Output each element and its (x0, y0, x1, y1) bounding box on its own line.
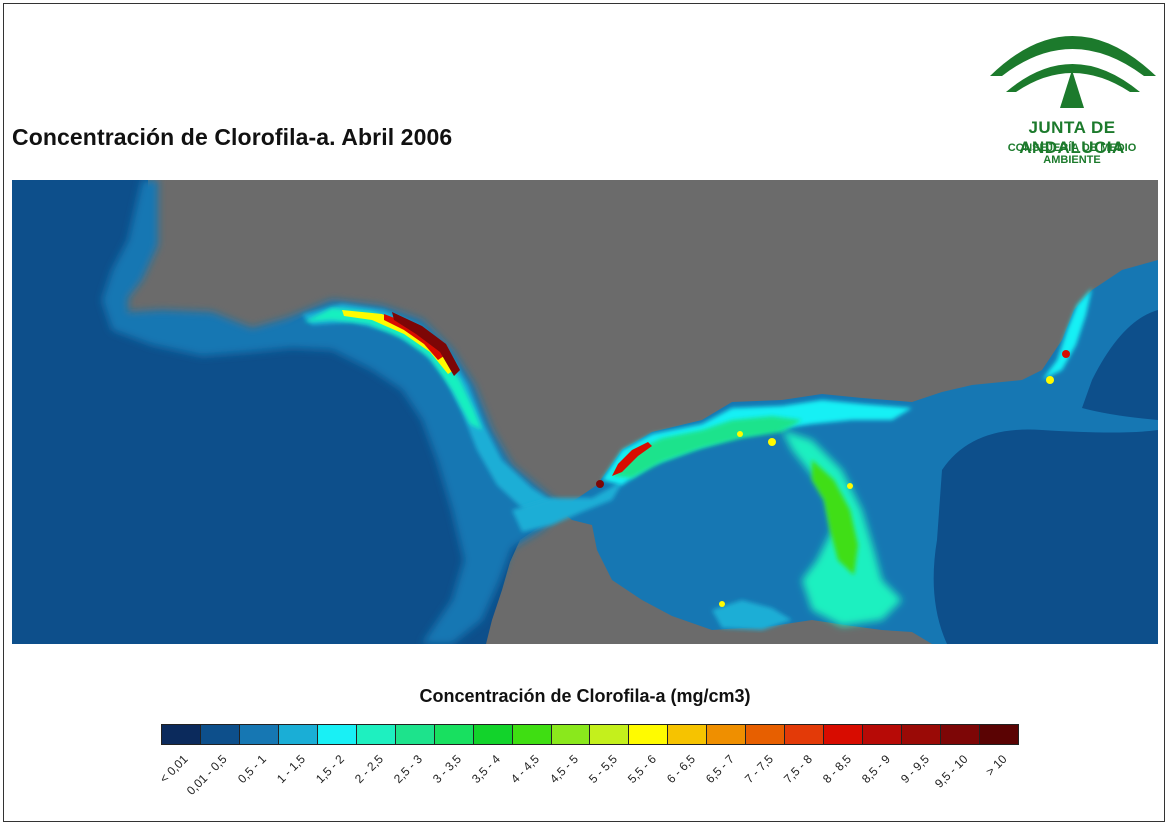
legend-swatch (824, 725, 864, 744)
eastern-basin (933, 429, 1158, 644)
legend-label: 1 - 1,5 (273, 752, 308, 786)
alboran-hotspot (596, 480, 604, 488)
malaga-front (612, 416, 802, 478)
logo-emblem (990, 36, 1156, 108)
legend-swatch (668, 725, 708, 744)
north-east-basin (1082, 310, 1158, 420)
atlantic-shelf-inner (302, 304, 560, 518)
alboran-hotspot (719, 601, 725, 607)
legend-label: 0,5 - 1 (234, 752, 269, 786)
legend-label: 1,5 - 2 (312, 752, 347, 786)
south-alboran-patch (712, 600, 792, 630)
legend-label: 7,5 - 8 (780, 752, 815, 786)
alboran-hotspot (847, 483, 853, 489)
legend-swatch (162, 725, 201, 744)
cadiz-bloom-red (384, 314, 444, 360)
legend-swatch (278, 725, 318, 744)
legend-swatch (902, 725, 942, 744)
east-coast-hotspot (1046, 376, 1054, 384)
chlorophyll-map (12, 180, 1158, 644)
legend-swatch (395, 725, 435, 744)
junta-de-andalucia-logo: JUNTA DE ANDALUCIA CONSEJERÍA DE MEDIO A… (984, 14, 1164, 166)
east-coast-bloom (1042, 288, 1092, 380)
cadiz-bloom-dark (392, 312, 460, 376)
legend-label: 2,5 - 3 (390, 752, 425, 786)
legend-color-bar (161, 724, 1019, 745)
legend-swatch (980, 725, 1018, 744)
legend-swatch (239, 725, 279, 744)
legend-label: 3 - 3,5 (429, 752, 464, 786)
legend-swatch (434, 725, 474, 744)
legend-swatch (512, 725, 552, 744)
legend-label: > 10 (982, 752, 1010, 779)
legend-label: 4,5 - 5 (546, 752, 581, 786)
legend-swatch (746, 725, 786, 744)
legend-swatch (941, 725, 981, 744)
legend-label: 9 - 9,5 (897, 752, 932, 786)
legend-swatch (629, 725, 669, 744)
legend-swatch (473, 725, 513, 744)
legend-swatch (200, 725, 240, 744)
legend-label: 3,5 - 4 (468, 752, 503, 786)
legend-label: 6,5 - 7 (702, 752, 737, 786)
legend-label: 8,5 - 9 (858, 752, 893, 786)
almeria-oran-core (812, 460, 858, 575)
legend-label: 0,01 - 0,5 (183, 752, 230, 798)
malaga-coast-red (612, 442, 652, 476)
legend-swatch (317, 725, 357, 744)
atlantic-ocean (12, 180, 560, 644)
legend-swatch (707, 725, 747, 744)
logo-subtitle: CONSEJERÍA DE MEDIO AMBIENTE (1007, 142, 1137, 166)
legend-label: 5 - 5,5 (585, 752, 620, 786)
legend-swatch (590, 725, 630, 744)
legend-label: 9,5 - 10 (931, 752, 971, 791)
legend-swatch (551, 725, 591, 744)
map-canvas (12, 180, 1158, 644)
legend-label: 5,5 - 6 (624, 752, 659, 786)
logo-name: JUNTA DE ANDALUCIA (1019, 118, 1125, 157)
alboran-coast-bloom (602, 400, 912, 485)
legend-label: 7 - 7,5 (741, 752, 776, 786)
legend-swatch (356, 725, 396, 744)
strait-band (512, 480, 624, 532)
legend-label: 8 - 8,5 (819, 752, 854, 786)
legend-label: < 0,01 (156, 752, 191, 786)
legend-title: Concentración de Clorofila-a (mg/cm3) (419, 686, 751, 706)
page-title: Concentración de Clorofila-a. Abril 2006 (12, 124, 453, 150)
legend-label: 4 - 4,5 (507, 752, 542, 786)
legend-swatch (863, 725, 903, 744)
legend-label: 6 - 6,5 (663, 752, 698, 786)
alboran-hotspot (768, 438, 776, 446)
legend-swatch (785, 725, 825, 744)
legend-label: 2 - 2,5 (351, 752, 386, 786)
east-coast-hotspot (1062, 350, 1070, 358)
alboran-hotspot (737, 431, 743, 437)
